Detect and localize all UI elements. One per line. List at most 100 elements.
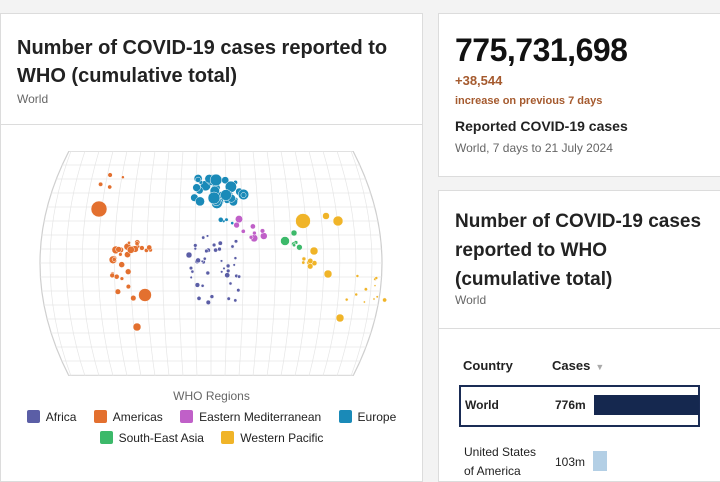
map-bubble[interactable] bbox=[114, 288, 121, 295]
map-bubble[interactable] bbox=[292, 243, 296, 248]
map-bubble[interactable] bbox=[138, 288, 152, 302]
map-bubble[interactable] bbox=[209, 294, 215, 299]
map-bubble[interactable] bbox=[237, 274, 242, 279]
map-bubble[interactable] bbox=[248, 235, 254, 240]
map-bubble[interactable] bbox=[196, 296, 202, 301]
map-bubble[interactable] bbox=[185, 251, 193, 259]
map-bubble[interactable] bbox=[344, 297, 349, 302]
map-bubble[interactable] bbox=[290, 229, 298, 237]
map-bubble[interactable] bbox=[373, 284, 377, 287]
map-bubble[interactable] bbox=[207, 191, 221, 205]
map-bubble[interactable] bbox=[125, 284, 131, 290]
legend-item-europe[interactable]: Europe bbox=[338, 410, 396, 424]
map-bubble[interactable] bbox=[323, 269, 333, 279]
table-row-united-states[interactable]: United States of America 103m bbox=[459, 437, 700, 481]
map-bubble[interactable] bbox=[363, 300, 366, 304]
map-bubble[interactable] bbox=[193, 247, 197, 251]
map-bubble[interactable] bbox=[217, 246, 222, 252]
map-bubble[interactable] bbox=[192, 183, 201, 192]
map-bubble[interactable] bbox=[335, 313, 345, 323]
map-bubble[interactable] bbox=[195, 257, 201, 264]
map-bubble[interactable] bbox=[375, 295, 379, 299]
map-bubble[interactable] bbox=[301, 260, 306, 265]
map-bubble[interactable] bbox=[134, 241, 140, 247]
map-bubble[interactable] bbox=[118, 261, 125, 268]
map-bubble[interactable] bbox=[260, 232, 268, 240]
map-bubble[interactable] bbox=[219, 259, 224, 263]
legend-item-south-east-asia[interactable]: South-East Asia bbox=[99, 431, 204, 445]
map-bubble[interactable] bbox=[146, 244, 153, 251]
map-bubble[interactable] bbox=[220, 270, 224, 274]
map-bubble[interactable] bbox=[233, 256, 238, 260]
legend-item-americas[interactable]: Americas bbox=[93, 410, 163, 424]
map-bubble[interactable] bbox=[113, 273, 120, 280]
map-bubble[interactable] bbox=[280, 236, 290, 246]
map-bubble[interactable] bbox=[201, 235, 206, 240]
world-bubble-map[interactable] bbox=[11, 151, 411, 376]
legend-item-eastern-mediterranean[interactable]: Eastern Mediterranean bbox=[180, 410, 321, 424]
map-bubble[interactable] bbox=[309, 246, 319, 256]
map-bubble[interactable] bbox=[226, 268, 231, 274]
map-bubble[interactable] bbox=[363, 287, 368, 292]
table-row-world[interactable]: World 776m bbox=[459, 385, 700, 427]
map-bubble[interactable] bbox=[194, 282, 201, 288]
map-bubble[interactable] bbox=[189, 275, 193, 279]
map-bubble[interactable] bbox=[193, 243, 198, 248]
map-bubble[interactable] bbox=[190, 269, 195, 274]
map-bubble[interactable] bbox=[233, 298, 238, 303]
map-bubble[interactable] bbox=[295, 213, 311, 229]
map-bubble[interactable] bbox=[204, 248, 209, 254]
map-bubble[interactable] bbox=[228, 281, 233, 286]
map-bubble[interactable] bbox=[213, 247, 218, 253]
map-bubble[interactable] bbox=[130, 295, 137, 302]
map-bubble[interactable] bbox=[98, 181, 104, 187]
map-bubble[interactable] bbox=[202, 256, 207, 261]
map-bubble[interactable] bbox=[240, 192, 247, 198]
map-bubble[interactable] bbox=[332, 215, 344, 227]
map-bubble[interactable] bbox=[111, 257, 117, 262]
map-bubble[interactable] bbox=[209, 173, 223, 187]
map-bubble[interactable] bbox=[230, 244, 235, 249]
map-bubble[interactable] bbox=[233, 221, 240, 229]
column-header-cases[interactable]: Cases ▼ bbox=[552, 358, 604, 373]
map-bubble[interactable] bbox=[240, 228, 246, 234]
map-bubble[interactable] bbox=[301, 256, 307, 262]
map-bubble[interactable] bbox=[307, 258, 314, 264]
map-bubble[interactable] bbox=[195, 176, 202, 183]
map-bubble[interactable] bbox=[107, 172, 113, 178]
map-bubble[interactable] bbox=[382, 297, 387, 303]
map-bubble[interactable] bbox=[230, 221, 235, 225]
map-bubble[interactable] bbox=[218, 217, 224, 223]
legend-item-africa[interactable]: Africa bbox=[26, 410, 76, 424]
map-bubble[interactable] bbox=[200, 283, 205, 288]
map-bubble[interactable] bbox=[132, 322, 142, 332]
map-bubble[interactable] bbox=[252, 230, 257, 236]
map-bubble[interactable] bbox=[374, 276, 379, 280]
map-bubble[interactable] bbox=[259, 228, 266, 234]
map-bubble[interactable] bbox=[233, 239, 239, 244]
map-bubble[interactable] bbox=[200, 259, 204, 263]
map-bubble[interactable] bbox=[205, 270, 211, 276]
map-bubble[interactable] bbox=[109, 272, 115, 279]
map-bubble[interactable] bbox=[121, 175, 125, 179]
map-bubble[interactable] bbox=[235, 215, 243, 224]
map-bubble[interactable] bbox=[205, 299, 211, 305]
map-bubble[interactable] bbox=[126, 245, 135, 254]
map-bubble[interactable] bbox=[355, 274, 360, 278]
map-bubble[interactable] bbox=[139, 245, 145, 251]
map-bubble[interactable] bbox=[222, 266, 226, 270]
map-bubble[interactable] bbox=[220, 189, 232, 201]
map-bubble[interactable] bbox=[372, 297, 376, 301]
column-header-country[interactable]: Country bbox=[463, 358, 513, 373]
map-bubble[interactable] bbox=[127, 240, 131, 245]
map-bubble[interactable] bbox=[296, 244, 303, 251]
map-bubble[interactable] bbox=[107, 184, 113, 190]
map-bubble[interactable] bbox=[217, 240, 223, 246]
map-bubble[interactable] bbox=[354, 292, 358, 297]
map-bubble[interactable] bbox=[226, 296, 231, 301]
map-bubble[interactable] bbox=[118, 252, 123, 257]
map-bubble[interactable] bbox=[115, 246, 122, 253]
map-bubble[interactable] bbox=[225, 263, 231, 269]
map-bubble[interactable] bbox=[125, 268, 132, 275]
map-bubble[interactable] bbox=[224, 272, 231, 279]
